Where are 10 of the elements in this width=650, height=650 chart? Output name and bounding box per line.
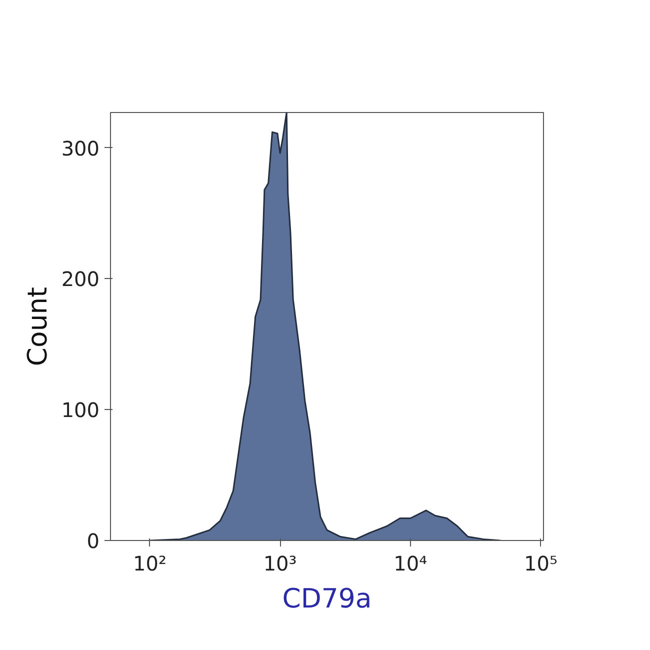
x-tick-label: 10⁵ — [524, 552, 558, 576]
y-axis-title: Count — [22, 286, 54, 366]
x-tick-label: 10³ — [263, 552, 297, 576]
y-tick-label: 300 — [61, 136, 100, 160]
x-tick-label: 10² — [133, 552, 166, 576]
x-tick-label: 10⁴ — [394, 552, 428, 576]
y-tick-label: 0 — [86, 529, 100, 553]
x-axis-title: CD79a — [282, 584, 372, 614]
y-tick-label: 200 — [61, 267, 100, 292]
y-tick-label: 100 — [61, 398, 100, 422]
